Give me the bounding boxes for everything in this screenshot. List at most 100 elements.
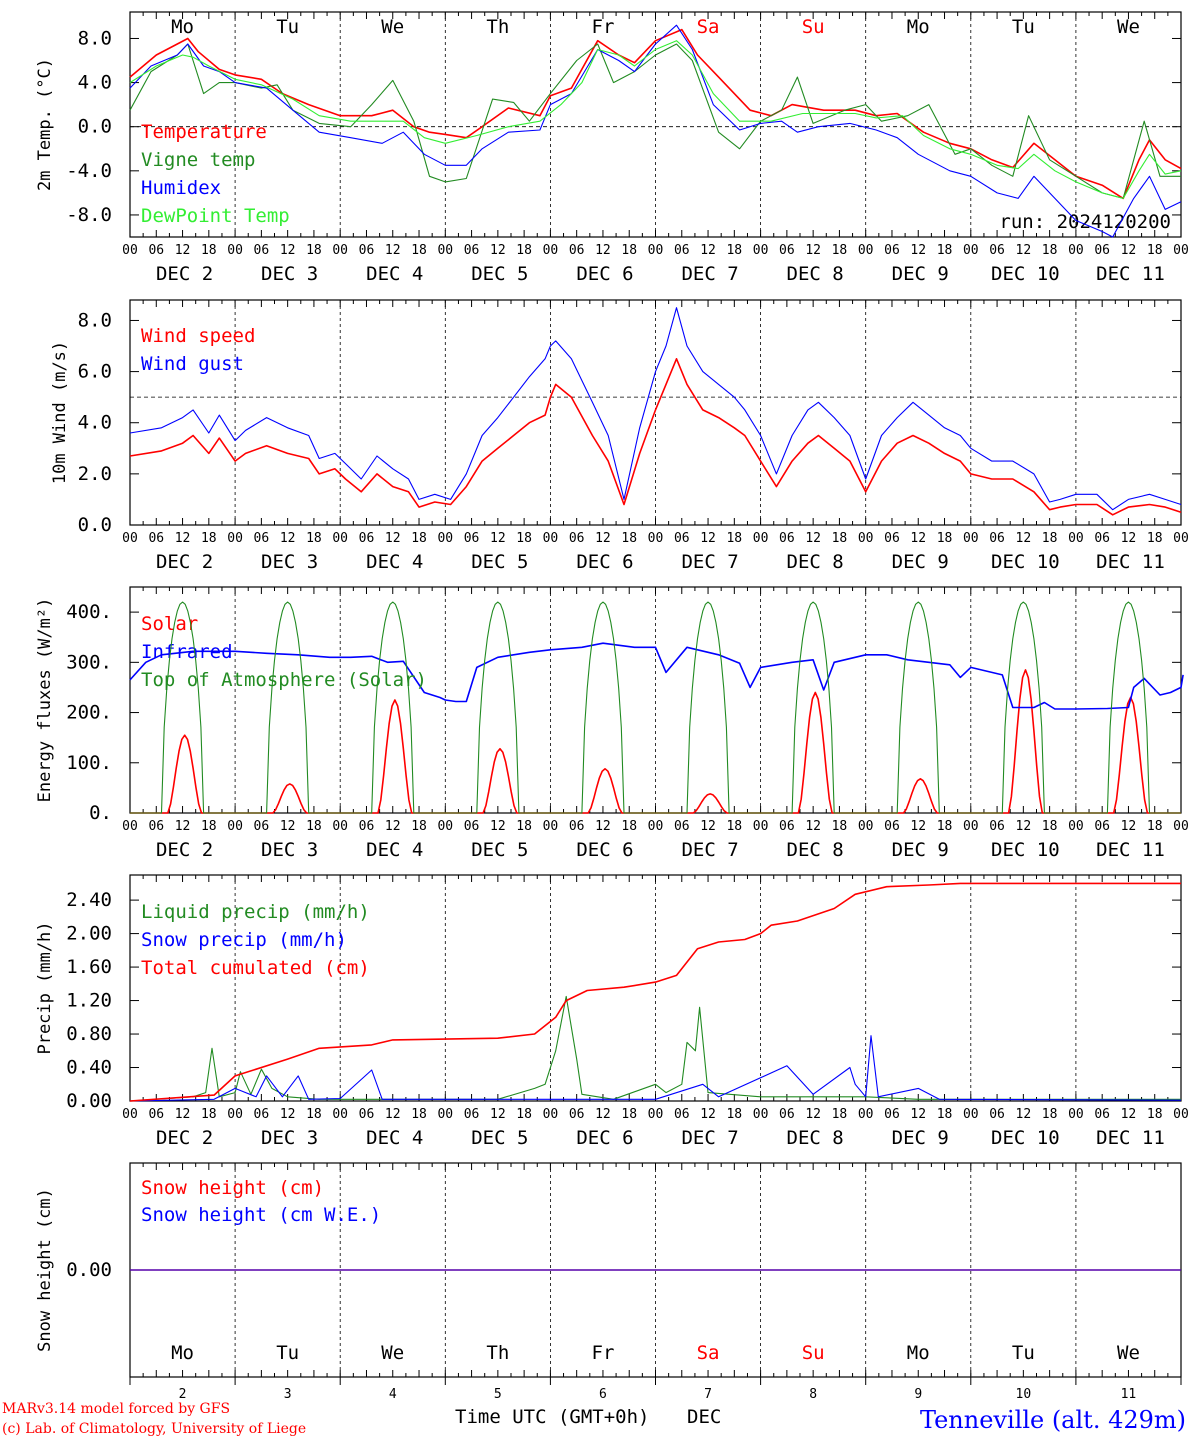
hour-tick-label: 00: [437, 243, 453, 258]
day-name-label: We: [1117, 1342, 1140, 1364]
precip-legend-entry: Total cumulated (cm): [141, 957, 370, 979]
date-label: DEC 3: [261, 551, 318, 573]
precip-series-liquid-precip-mm-h-: [129, 995, 1181, 1102]
hour-tick-label: 12: [385, 819, 401, 834]
hour-tick-label: 18: [1147, 1107, 1163, 1122]
hour-tick-label: 18: [411, 243, 427, 258]
hour-tick-label: 06: [464, 1107, 480, 1122]
date-label: DEC 7: [681, 551, 738, 573]
hour-tick-label: 06: [148, 243, 164, 258]
date-label: DEC 2: [156, 263, 213, 285]
hour-tick-label: 12: [700, 531, 716, 546]
day-number-label: 3: [284, 1387, 292, 1402]
hour-tick-label: 12: [1121, 1107, 1137, 1122]
hour-tick-label: 12: [175, 819, 191, 834]
hour-tick-label: 18: [1042, 531, 1058, 546]
hour-tick-label: 12: [1121, 819, 1137, 834]
day-number-label: 2: [179, 1387, 187, 1402]
hour-tick-label: 12: [910, 531, 926, 546]
temp-series-temperature: [129, 28, 1182, 200]
hour-tick-label: 00: [1068, 819, 1084, 834]
hour-tick-label: 06: [779, 531, 795, 546]
energy-legend-entry: Infrared: [141, 641, 233, 663]
energy-y-tick-label: 100.: [66, 752, 112, 774]
day-number-label: 4: [389, 1387, 397, 1402]
energy-y-tick-label: 200.: [66, 702, 112, 724]
hour-tick-label: 06: [674, 243, 690, 258]
date-label: DEC 9: [892, 1127, 949, 1149]
hour-tick-label: 00: [122, 1107, 138, 1122]
day-name-label: Su: [802, 1342, 825, 1364]
hour-tick-label: 18: [201, 1107, 217, 1122]
hour-tick-label: 06: [569, 531, 585, 546]
day-name-label: We: [1117, 16, 1140, 38]
day-name-label: Tu: [276, 16, 299, 38]
date-label: DEC 5: [471, 551, 528, 573]
hour-tick-label: 12: [805, 531, 821, 546]
date-label: DEC 6: [576, 839, 633, 861]
day-name-label: Mo: [171, 16, 194, 38]
hour-tick-label: 00: [858, 243, 874, 258]
temp-series-dewpoint-temp: [129, 40, 1182, 199]
precip-y-tick-label: 1.60: [66, 956, 112, 978]
station-title: Tenneville (alt. 429m): [920, 1406, 1186, 1434]
hour-tick-label: 18: [621, 819, 637, 834]
day-name-label: Fr: [592, 16, 615, 38]
lab-credit: (c) Lab. of Climatology, University of L…: [2, 1421, 306, 1437]
day-name-label: We: [381, 1342, 404, 1364]
hour-tick-label: 06: [359, 819, 375, 834]
date-label: DEC 2: [156, 1127, 213, 1149]
hour-tick-label: 00: [227, 1107, 243, 1122]
date-label: DEC 6: [576, 551, 633, 573]
hour-tick-label: 06: [989, 1107, 1005, 1122]
hour-tick-label: 12: [490, 243, 506, 258]
hour-tick-label: 00: [543, 531, 559, 546]
hour-tick-label: 18: [306, 243, 322, 258]
hour-tick-label: 00: [858, 1107, 874, 1122]
date-label: DEC 9: [892, 263, 949, 285]
temp-y-tick-label: 8.0: [78, 27, 112, 49]
hour-tick-label: 00: [122, 243, 138, 258]
hour-tick-label: 18: [621, 243, 637, 258]
date-label: DEC 11: [1096, 263, 1165, 285]
hour-tick-label: 12: [910, 1107, 926, 1122]
date-label: DEC 2: [156, 551, 213, 573]
precip-series-snow-precip-mm-h-: [129, 1035, 1182, 1102]
hour-tick-label: 12: [280, 1107, 296, 1122]
hour-tick-label: 06: [254, 819, 270, 834]
date-label: DEC 3: [261, 263, 318, 285]
hour-tick-label: 12: [910, 819, 926, 834]
date-label: DEC 7: [681, 263, 738, 285]
day-number-label: 11: [1121, 1387, 1137, 1402]
hour-tick-label: 18: [411, 531, 427, 546]
hour-tick-label: 00: [648, 531, 664, 546]
hour-tick-label: 18: [1042, 819, 1058, 834]
hour-tick-label: 06: [884, 819, 900, 834]
hour-tick-label: 06: [464, 243, 480, 258]
x-axis-label: Time UTC (GMT+0h): [455, 1406, 649, 1428]
hour-tick-label: 06: [359, 243, 375, 258]
date-label: DEC 11: [1096, 551, 1165, 573]
date-label: DEC 5: [471, 263, 528, 285]
day-name-label: Tu: [1012, 16, 1035, 38]
date-label: DEC 10: [991, 839, 1060, 861]
date-label: DEC 10: [991, 263, 1060, 285]
date-label: DEC 10: [991, 1127, 1060, 1149]
hour-tick-label: 12: [1121, 531, 1137, 546]
hour-tick-label: 06: [674, 819, 690, 834]
hour-tick-label: 00: [963, 1107, 979, 1122]
hour-tick-label: 12: [175, 531, 191, 546]
day-name-label: Sa: [697, 1342, 720, 1364]
temp-y-tick-label: -4.0: [66, 160, 112, 182]
hour-tick-label: 00: [543, 243, 559, 258]
date-label: DEC 4: [366, 1127, 423, 1149]
hour-tick-label: 12: [595, 1107, 611, 1122]
day-number-label: 5: [494, 1387, 502, 1402]
hour-tick-label: 18: [306, 531, 322, 546]
date-label: DEC 3: [261, 839, 318, 861]
date-label: DEC 3: [261, 1127, 318, 1149]
date-label: DEC 11: [1096, 839, 1165, 861]
hour-tick-label: 12: [910, 243, 926, 258]
